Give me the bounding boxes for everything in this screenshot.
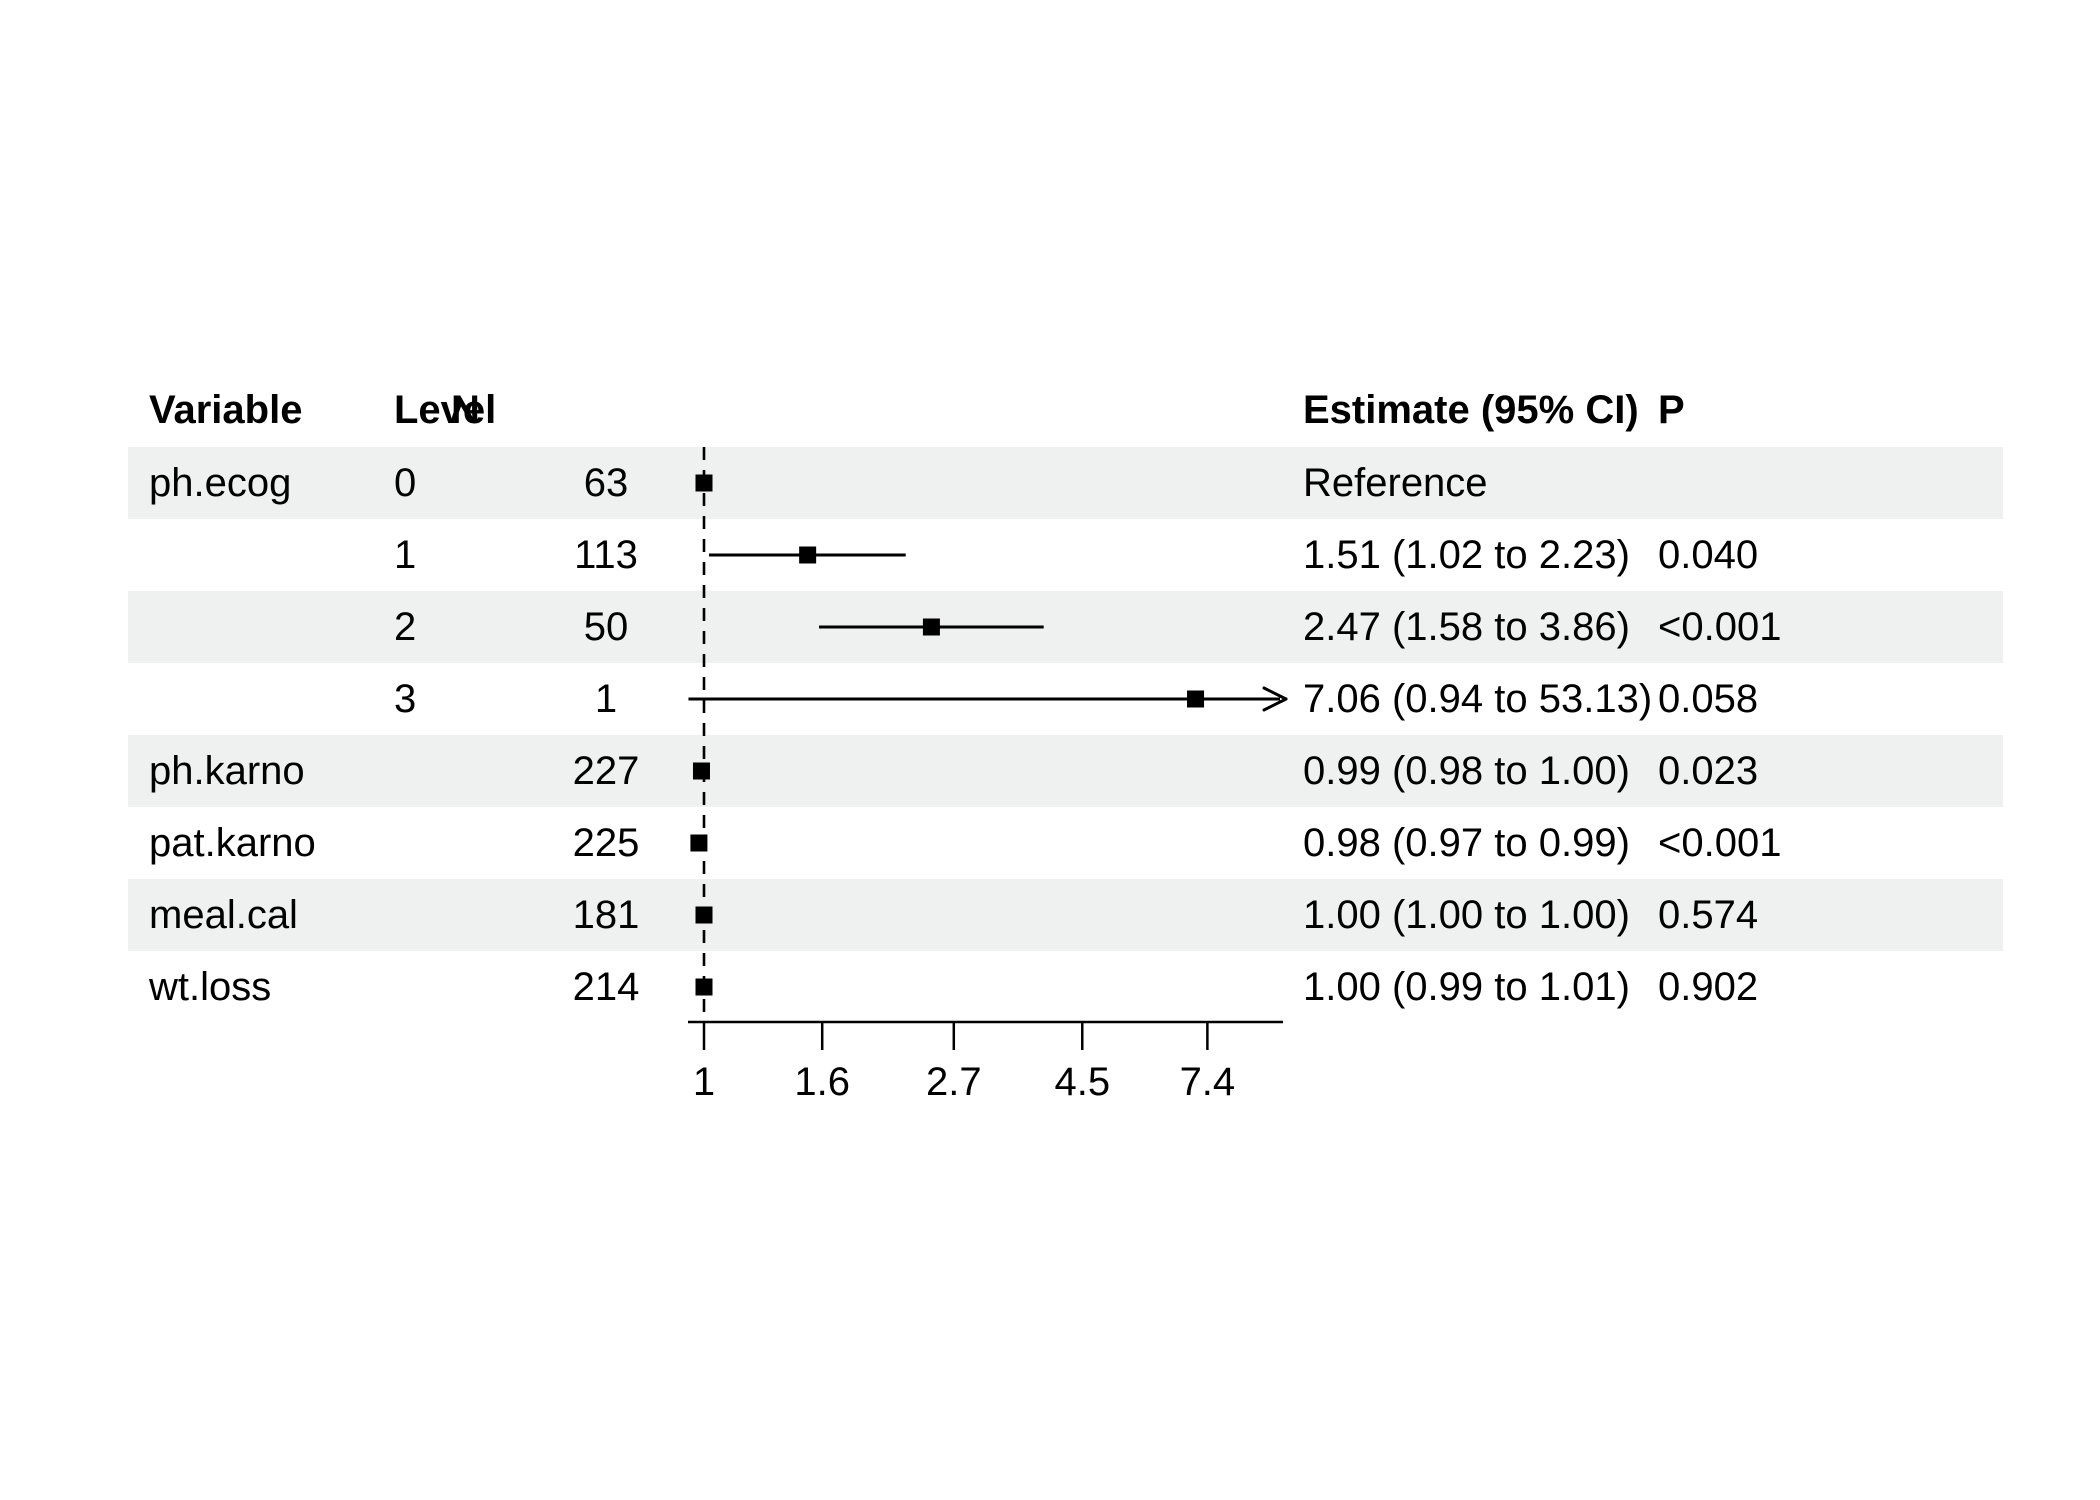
- row-p: <0.001: [1658, 605, 1782, 649]
- row-p: 0.058: [1658, 677, 1759, 721]
- row-estimate: 0.98 (0.97 to 0.99): [1303, 821, 1630, 865]
- col-header-p: P: [1658, 388, 1685, 432]
- x-tick-label: 1: [693, 1060, 715, 1104]
- x-tick-label: 4.5: [1054, 1060, 1110, 1104]
- row-shade-band: [128, 879, 2003, 951]
- row-shade-band: [128, 735, 2003, 807]
- row-estimate: 7.06 (0.94 to 53.13): [1303, 677, 1653, 721]
- row-estimate: 0.99 (0.98 to 1.00): [1303, 749, 1630, 793]
- row-estimate: 1.00 (0.99 to 1.01): [1303, 965, 1630, 1009]
- row-variable: ph.karno: [149, 749, 305, 793]
- row-estimate: 1.00 (1.00 to 1.00): [1303, 893, 1630, 937]
- row-n: 227: [572, 749, 640, 793]
- row-n: 63: [583, 461, 629, 505]
- row-n: 113: [574, 533, 638, 577]
- row-n: 50: [583, 605, 629, 649]
- row-n: 181: [572, 893, 640, 937]
- row-p: 0.040: [1658, 533, 1759, 577]
- point-estimate-square: [695, 978, 713, 996]
- row-level: 3: [394, 677, 417, 721]
- row-n: 225: [572, 821, 640, 865]
- arrowhead-icon: [1262, 686, 1288, 701]
- point-estimate-square: [1187, 690, 1205, 708]
- col-header-estimate: Estimate (95% CI): [1303, 388, 1639, 432]
- row-n: 1: [594, 677, 618, 721]
- point-estimate-square: [799, 546, 817, 564]
- row-p: 0.023: [1658, 749, 1759, 793]
- row-estimate: 2.47 (1.58 to 3.86): [1303, 605, 1630, 649]
- col-header-level: Level: [394, 388, 497, 432]
- row-shade-band: [128, 591, 2003, 663]
- row-p: 0.574: [1658, 893, 1759, 937]
- row-n: 214: [572, 965, 640, 1009]
- col-header-n: N: [451, 388, 480, 432]
- row-p: 0.902: [1658, 965, 1759, 1009]
- row-estimate: 1.51 (1.02 to 2.23): [1303, 533, 1630, 577]
- x-tick-label: 7.4: [1180, 1060, 1236, 1104]
- row-estimate: Reference: [1303, 461, 1488, 505]
- row-p: <0.001: [1658, 821, 1782, 865]
- row-variable: meal.cal: [149, 893, 298, 937]
- x-tick-label: 1.6: [794, 1060, 850, 1104]
- x-tick-label: 2.7: [926, 1060, 982, 1104]
- row-variable: pat.karno: [149, 821, 316, 865]
- arrowhead-icon: [1262, 697, 1288, 712]
- row-level: 2: [394, 605, 417, 649]
- row-shade-band: [128, 447, 2003, 519]
- row-level: 1: [394, 533, 417, 577]
- row-variable: wt.loss: [149, 965, 272, 1009]
- col-header-variable: Variable: [149, 388, 303, 432]
- row-level: 0: [394, 461, 417, 505]
- row-variable: ph.ecog: [149, 461, 292, 505]
